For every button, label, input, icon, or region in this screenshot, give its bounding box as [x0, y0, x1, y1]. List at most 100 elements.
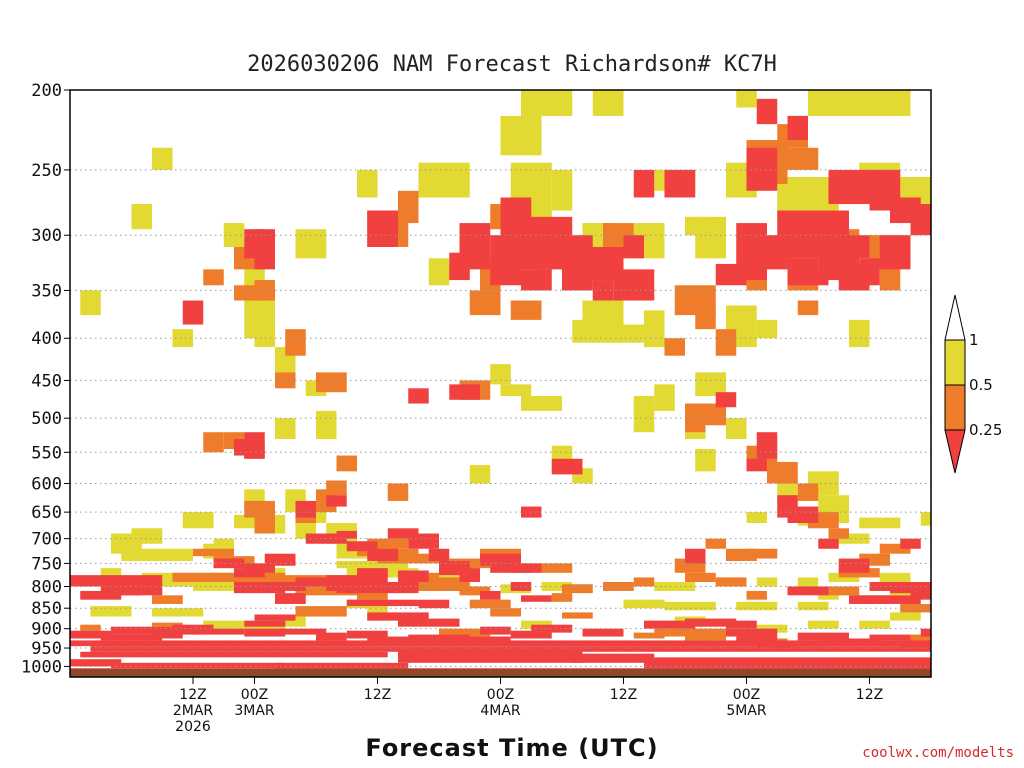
y-tick-label: 950 [31, 639, 62, 659]
heatmap-cell-yellow [254, 300, 275, 348]
heatmap-cell-yellow [551, 169, 573, 211]
heatmap-cell-yellow [80, 290, 101, 316]
heatmap-cell-yellow [654, 581, 696, 591]
heatmap-cell-red [398, 570, 429, 582]
heatmap-cell-red [521, 269, 552, 291]
y-tick-label: 800 [31, 577, 62, 597]
heatmap-cell-yellow [121, 548, 193, 561]
heatmap-cell-red [869, 634, 911, 641]
heatmap-cell-red [264, 553, 296, 566]
heatmap-cell-yellow [726, 418, 747, 440]
heatmap-cell-yellow [500, 384, 532, 397]
heatmap-cell-red [193, 628, 245, 635]
heatmap-cell-yellow [685, 216, 706, 236]
y-tick-label: 600 [31, 474, 62, 494]
heatmap-cell-yellow [182, 512, 214, 529]
heatmap-cell-red [367, 548, 398, 561]
heatmap-cell-red [234, 439, 255, 456]
heatmap-cell-red [879, 235, 911, 270]
heatmap-cell-red [70, 659, 122, 667]
heatmap-cell-yellow [633, 396, 655, 433]
chart-title: 2026030206 NAM Forecast Richardson# KC7H [247, 52, 777, 77]
heatmap-cell-yellow [644, 310, 665, 348]
heatmap-cell-red [521, 595, 552, 602]
y-tick-label: 850 [31, 599, 62, 619]
heatmap-cell-red [295, 577, 337, 587]
heatmap-cell-orange [603, 581, 634, 591]
heatmap-cell-red [244, 628, 286, 637]
heatmap-cell-red [254, 229, 275, 270]
heatmap-cell-red [70, 575, 163, 587]
heatmap-cell-yellow [521, 396, 562, 411]
heatmap-cell-red [80, 590, 122, 600]
heatmap-cell-red [746, 147, 778, 191]
heatmap-cell-red [787, 115, 808, 141]
heatmap-cell-yellow [838, 533, 870, 544]
heatmap-cell-orange [377, 553, 439, 564]
heatmap-cell-yellow [131, 204, 152, 230]
heatmap-cell-red [367, 636, 419, 643]
heatmap-cell-orange [685, 628, 726, 641]
heatmap-cell-red [510, 630, 552, 639]
y-tick-label: 400 [31, 329, 62, 349]
heatmap-cell-red [346, 599, 419, 607]
heatmap-cell-red [838, 558, 870, 573]
heatmap-cell-orange [80, 624, 101, 631]
heatmap-cell-red [459, 568, 480, 582]
heatmap-cell-red [316, 632, 347, 641]
heatmap-cell-orange [746, 590, 767, 600]
heatmap-cell-red [408, 388, 429, 404]
x-tick-label: 2MAR [173, 703, 214, 719]
x-tick-label: 12Z [856, 687, 883, 703]
heatmap-cell-orange [285, 329, 306, 356]
heatmap-cell-orange [654, 628, 696, 637]
heatmap-cell-orange [879, 543, 911, 554]
plot-frame [69, 89, 932, 678]
heatmap-cell-red [152, 632, 183, 639]
heatmap-cell-red [336, 530, 357, 539]
heatmap-cell-red [80, 651, 388, 658]
heatmap-cell-red [685, 618, 737, 627]
heatmap-cell-yellow [920, 512, 931, 526]
heatmap-cell-red [531, 624, 573, 633]
heatmap-cell-red [623, 235, 644, 259]
heatmap-cell-orange [879, 269, 901, 291]
x-tick-label: 00Z [487, 687, 514, 703]
heatmap-cell-red [592, 280, 614, 301]
heatmap-cell-yellow [469, 465, 491, 484]
heatmap-cell-red [213, 558, 245, 569]
heatmap-cell-yellow [756, 319, 778, 339]
heatmap-cell-orange [715, 329, 737, 356]
x-tick-label: 5MAR [726, 703, 767, 719]
x-tick-label: 4MAR [480, 703, 521, 719]
heatmap-cell-orange [685, 572, 716, 582]
heatmap-cell-orange [705, 403, 726, 426]
heatmap-cell-yellow [756, 577, 778, 587]
heatmap-cell-yellow [695, 372, 726, 397]
heatmap-cell-orange [254, 517, 275, 534]
heatmap-cell-yellow [592, 90, 624, 116]
y-tick-label: 350 [31, 281, 62, 301]
heatmap-cell-orange [705, 538, 726, 549]
heatmap-cell-orange [398, 190, 419, 224]
heatmap-cell-red [890, 595, 921, 604]
heatmap-cell-red [726, 620, 757, 629]
heatmap-cell-red [613, 269, 655, 301]
y-tick-label: 550 [31, 443, 62, 463]
heatmap-cell-red [449, 252, 470, 281]
heatmap-cell-red [244, 620, 286, 627]
heatmap-cell-yellow [541, 581, 573, 591]
heatmap-cell-orange [490, 608, 521, 617]
heatmap-cell-red [510, 563, 542, 573]
heatmap-cell-yellow [100, 568, 122, 578]
heatmap-cell-orange [797, 300, 819, 316]
heatmap-cell-yellow [797, 601, 829, 611]
heatmap-cell-red [275, 662, 409, 670]
heatmap-cell-yellow [316, 410, 337, 440]
heatmap-cell-yellow [859, 620, 890, 629]
heatmap-cell-orange [387, 483, 409, 501]
heatmap-cell-yellow [849, 319, 870, 348]
heatmap-cell-red [869, 581, 890, 591]
legend-swatch-orange [944, 384, 966, 431]
